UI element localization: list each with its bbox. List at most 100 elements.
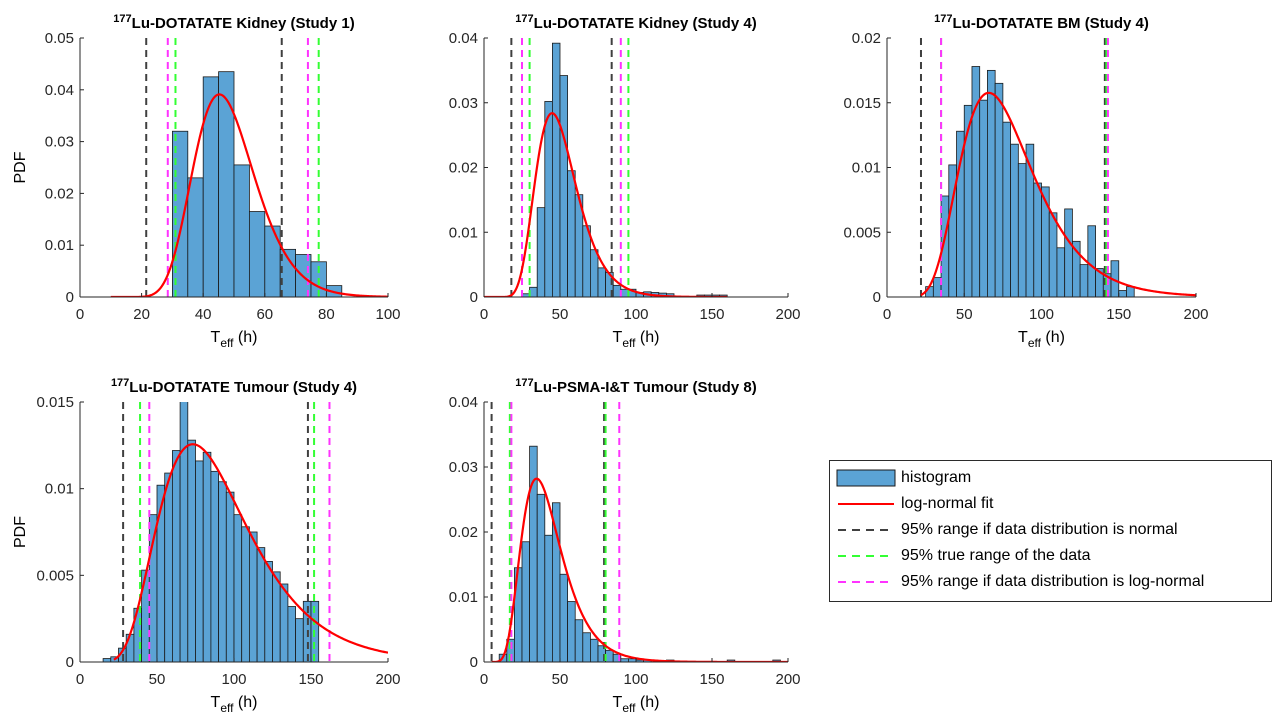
histogram-bar xyxy=(932,277,942,297)
x-tick-label: 150 xyxy=(298,671,323,688)
histogram-bar xyxy=(1087,225,1096,297)
y-tick-label: 0.04 xyxy=(45,82,74,99)
plot-area xyxy=(484,38,728,297)
x-tick-label: 100 xyxy=(375,306,400,323)
y-tick-label: 0.04 xyxy=(449,394,478,411)
y-tick-label: 0.01 xyxy=(449,224,478,241)
x-tick-label: 100 xyxy=(623,306,648,323)
y-tick-label: 0.02 xyxy=(852,30,881,47)
x-tick-label: 0 xyxy=(480,671,488,688)
histogram-bar xyxy=(233,514,243,662)
histogram-bar xyxy=(256,547,266,662)
y-tick-label: 0 xyxy=(66,654,74,671)
x-axis-label: Teff (h) xyxy=(211,694,258,715)
histogram-bar xyxy=(956,130,965,297)
subplot-title: 177Lu-PSMA-I&T Tumour (Study 8) xyxy=(515,377,756,396)
histogram-bar xyxy=(218,71,235,297)
x-tick-label: 20 xyxy=(133,306,150,323)
subplot-3: 0 50 100 150 200 0 0.005 0.01 0.015 0.02 Teff (h) 1… xyxy=(843,13,1208,350)
histogram-bar xyxy=(102,658,112,662)
subplot-1: 0 20 40 60 80 100 0 0.01 0.02 0.03 0.04 0.05 Teff (h… xyxy=(12,13,401,350)
x-axis-label-main: T xyxy=(211,694,221,711)
x-axis-label-unit: (h) xyxy=(635,694,659,711)
subplot-title-text: Lu-PSMA-I&T Tumour (Study 8) xyxy=(534,379,757,396)
x-axis-label: Teff (h) xyxy=(613,694,660,715)
lognormal-fit-line xyxy=(113,443,388,661)
y-tick-label: 0.05 xyxy=(45,30,74,47)
x-tick-label: 200 xyxy=(775,306,800,323)
x-tick-label: 50 xyxy=(956,306,973,323)
x-tick-label: 40 xyxy=(195,306,212,323)
x-axis-label: Teff (h) xyxy=(613,329,660,350)
plot-area xyxy=(110,38,388,297)
x-tick-label: 0 xyxy=(480,306,488,323)
x-tick-label: 60 xyxy=(256,306,273,323)
subplot-title-text: Lu-DOTATATE Tumour (Study 4) xyxy=(129,379,357,396)
legend-item-true-range: 95% true range of the data xyxy=(830,545,1271,567)
histogram-bar xyxy=(164,472,173,662)
y-tick-label: 0.01 xyxy=(45,481,74,498)
subplot-4: 0 50 100 150 200 0 0.005 0.01 0.015 Teff (h) PDF 17… xyxy=(12,377,401,715)
x-tick-label: 0 xyxy=(76,306,84,323)
x-tick-label: 200 xyxy=(1183,306,1208,323)
histogram-bar xyxy=(544,101,553,297)
x-axis-label: Teff (h) xyxy=(211,329,258,350)
histogram-bar xyxy=(536,207,546,297)
plot-area xyxy=(919,38,1196,297)
y-tick-label: 0 xyxy=(873,289,881,306)
histogram-bar xyxy=(248,531,258,662)
x-axis-label-main: T xyxy=(613,694,623,711)
y-tick-label: 0.03 xyxy=(449,459,478,476)
subplot-title-superscript: 177 xyxy=(515,13,533,25)
lognormal-fit-line xyxy=(484,112,728,297)
x-tick-label: 0 xyxy=(76,671,84,688)
x-tick-label: 200 xyxy=(375,671,400,688)
histogram-bar xyxy=(125,633,135,662)
y-tick-label: 0.005 xyxy=(36,567,74,584)
histogram-bar xyxy=(612,653,622,662)
x-axis-label-sub: eff xyxy=(220,701,234,715)
x-tick-label: 50 xyxy=(149,671,166,688)
histogram-bar xyxy=(559,75,568,297)
x-axis-label-sub: eff xyxy=(220,336,234,350)
x-tick-label: 100 xyxy=(221,671,246,688)
histogram-bar xyxy=(279,583,289,662)
histogram-bar xyxy=(521,541,530,662)
subplot-title-superscript: 177 xyxy=(111,377,129,389)
histogram-bar xyxy=(233,164,250,297)
x-axis-label-sub: eff xyxy=(622,336,636,350)
histogram-bar xyxy=(187,177,204,297)
histogram-bar xyxy=(1126,286,1135,297)
legend-item-histogram: histogram xyxy=(830,467,1271,489)
histogram-bar xyxy=(202,76,219,297)
lognormal-range-line-icon xyxy=(838,581,894,583)
y-tick-label: 0.02 xyxy=(449,160,478,177)
histogram-bar xyxy=(225,491,235,662)
x-axis-label-unit: (h) xyxy=(1041,329,1065,346)
y-tick-label: 0.03 xyxy=(449,95,478,112)
x-axis-label-unit: (h) xyxy=(233,694,257,711)
subplot-title: 177Lu-DOTATATE BM (Study 4) xyxy=(934,13,1149,32)
legend-label-histogram: histogram xyxy=(901,469,972,486)
histogram-bar xyxy=(567,170,576,297)
lognormal-fit-line xyxy=(920,91,1196,297)
x-tick-label: 200 xyxy=(775,671,800,688)
subplot-2: 0 50 100 150 200 0 0.01 0.02 0.03 0.04 Teff (h) 177… xyxy=(449,13,801,350)
histogram-bar xyxy=(287,606,296,662)
histogram-bar xyxy=(582,225,591,297)
histogram-bar xyxy=(295,618,304,662)
histogram-bar xyxy=(1017,163,1027,297)
legend-item-fit: log-normal fit xyxy=(830,493,1271,515)
y-axis-label: PDF xyxy=(12,516,29,548)
normal-range-line-icon xyxy=(838,529,894,531)
true-range-line-icon xyxy=(838,555,894,557)
histogram-bar xyxy=(1033,182,1042,297)
y-tick-label: 0.02 xyxy=(45,185,74,202)
legend: histogram log-normal fit 95% range if da… xyxy=(829,460,1272,602)
histogram-bar xyxy=(529,286,538,297)
y-tick-label: 0.015 xyxy=(36,394,74,411)
histogram-bar xyxy=(605,649,614,662)
histogram-bar xyxy=(574,619,584,662)
histogram-bar xyxy=(171,450,181,662)
lognormal-fit-line xyxy=(110,93,388,297)
